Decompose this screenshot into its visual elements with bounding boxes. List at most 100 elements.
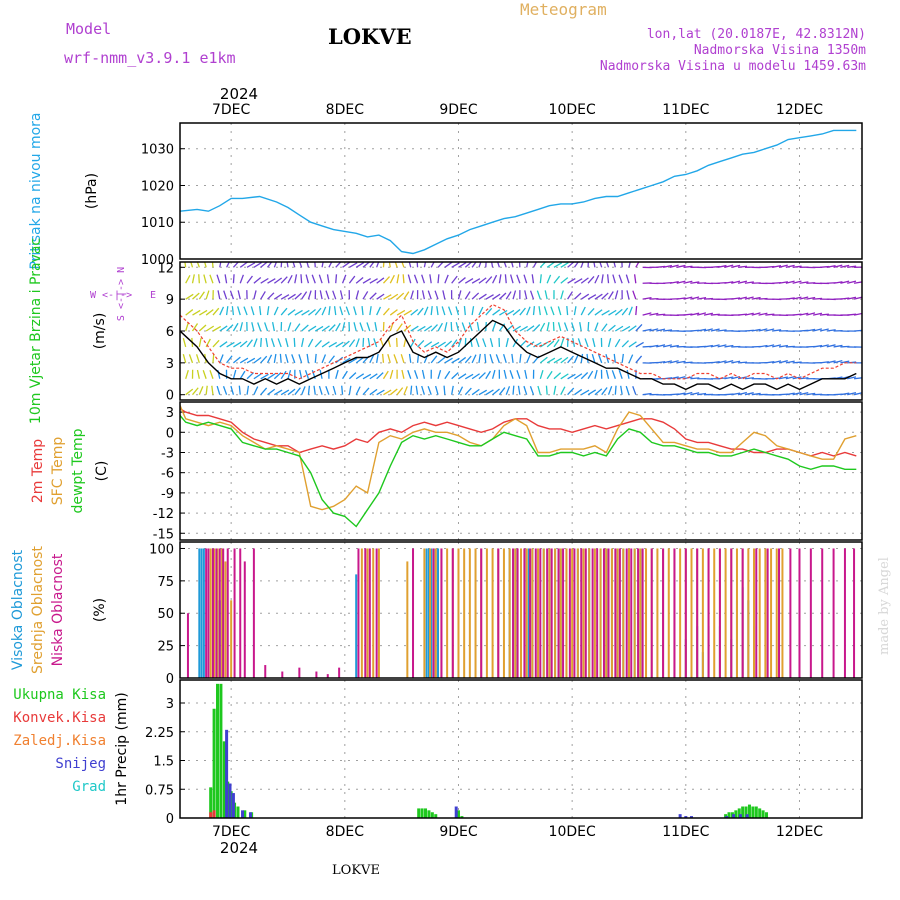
wind-arrow [594, 322, 599, 332]
panel-frame [179, 122, 863, 260]
bar-high [355, 574, 358, 678]
bottom-tick-label: 7DEC [212, 824, 251, 840]
wind-arrow [765, 344, 775, 348]
wind-arrow [267, 388, 276, 396]
wind-arrow [812, 312, 823, 316]
wind-arrow [573, 292, 582, 300]
wind-arrow [427, 386, 432, 395]
bottom-tick-label: 11DEC [662, 824, 709, 840]
wind-arrow [580, 293, 590, 300]
wind-arrow [772, 344, 782, 348]
bar-total [737, 808, 741, 818]
wind-arrow [567, 373, 576, 380]
wind-arrow [751, 312, 761, 316]
wind-arrow [690, 296, 700, 300]
bar-mid [616, 548, 619, 678]
wind-arrow [273, 262, 278, 268]
wind-arrow [626, 369, 630, 379]
wind-arrow [717, 264, 727, 268]
wind-arrow [471, 354, 477, 364]
wind-arrow [388, 262, 391, 268]
wind-arrow [318, 274, 323, 284]
wind-arrow [676, 264, 686, 268]
bar-mid [372, 548, 375, 678]
wind-arrow [362, 387, 370, 396]
wind-arrow [306, 353, 310, 363]
wind-arrow [314, 325, 324, 332]
bar-mid [520, 548, 522, 678]
wind-arrow [212, 353, 215, 363]
wind-arrow [335, 341, 344, 348]
wind-arrow [326, 274, 330, 284]
wind-arrow [335, 356, 344, 364]
wind-arrow [744, 312, 754, 316]
wind-arrow [826, 265, 836, 268]
wind-arrow [376, 277, 385, 284]
wind-arrow [205, 385, 208, 395]
bar-mid [690, 548, 693, 678]
bar-mid [360, 548, 363, 678]
wind-arrow [366, 322, 371, 332]
bar-mid [576, 548, 579, 678]
wind-arrow [491, 322, 497, 332]
bar-low [821, 548, 824, 678]
wind-arrow [690, 377, 700, 380]
wind-arrow [598, 354, 603, 364]
wind-arrow [731, 392, 741, 396]
series-line-pressure [180, 129, 857, 255]
wind-arrow [523, 274, 528, 284]
wind-arrow [413, 274, 419, 284]
wind-arrow [799, 296, 809, 300]
panel-precip: 0 0.75 1.5 2.25 3 1hr Precip (mm) Ukupna Kisa K… [13, 679, 863, 827]
wind-arrow [529, 386, 535, 395]
bar-low [368, 548, 371, 678]
wind-arrow [349, 357, 358, 364]
y-axis-title: 2m Temp [30, 439, 46, 503]
bar-mid [571, 548, 574, 678]
wind-arrow [339, 306, 344, 316]
wind-arrow [239, 322, 244, 332]
y-axis-title: Niska Oblacnost [50, 553, 66, 666]
bar-snow [241, 810, 245, 818]
wind-arrow [209, 274, 214, 284]
wind-arrow [580, 353, 584, 363]
wind-arrow [509, 274, 514, 284]
wind-arrow [560, 262, 569, 268]
wind-arrow [280, 389, 290, 396]
wind-arrow [543, 306, 548, 316]
model-name: wrf-nmm_v3.9.1 e1km [64, 49, 236, 67]
bar-low [614, 548, 617, 678]
bar-low [778, 548, 781, 678]
wind-arrow [744, 281, 754, 284]
wind-arrow [731, 280, 741, 284]
bar-total [424, 808, 428, 818]
y-axis-unit: (%) [92, 598, 108, 622]
bar-low [596, 548, 599, 678]
wind-arrow [374, 322, 378, 332]
top-tick-label: 10DEC [549, 102, 596, 118]
wind-arrow [478, 293, 487, 300]
wind-arrow [785, 297, 795, 300]
wind-arrow [806, 392, 816, 396]
wind-arrow [314, 262, 316, 268]
wind-arrow [625, 385, 630, 395]
wind-arrow [607, 291, 614, 300]
bar-mid [701, 548, 704, 678]
model-elevation-label: Nadmorska Visina u modelu 1459.63m [600, 59, 866, 74]
wind-arrow [267, 373, 276, 380]
wind-arrow [567, 278, 576, 284]
wind-arrow [260, 277, 269, 284]
bar-low [539, 548, 542, 678]
wind-arrow [376, 293, 385, 300]
wind-arrow [394, 262, 398, 268]
wind-arrow [635, 355, 643, 364]
wind-arrow [545, 385, 548, 395]
wind-arrow [389, 293, 399, 300]
wind-arrow [362, 291, 369, 300]
wind-arrow [253, 338, 258, 348]
y-tick-label: 12 [157, 261, 174, 276]
wind-arrow [613, 262, 616, 268]
wind-arrow [553, 372, 562, 380]
wind-arrow [495, 354, 501, 364]
wind-arrow [457, 290, 462, 300]
